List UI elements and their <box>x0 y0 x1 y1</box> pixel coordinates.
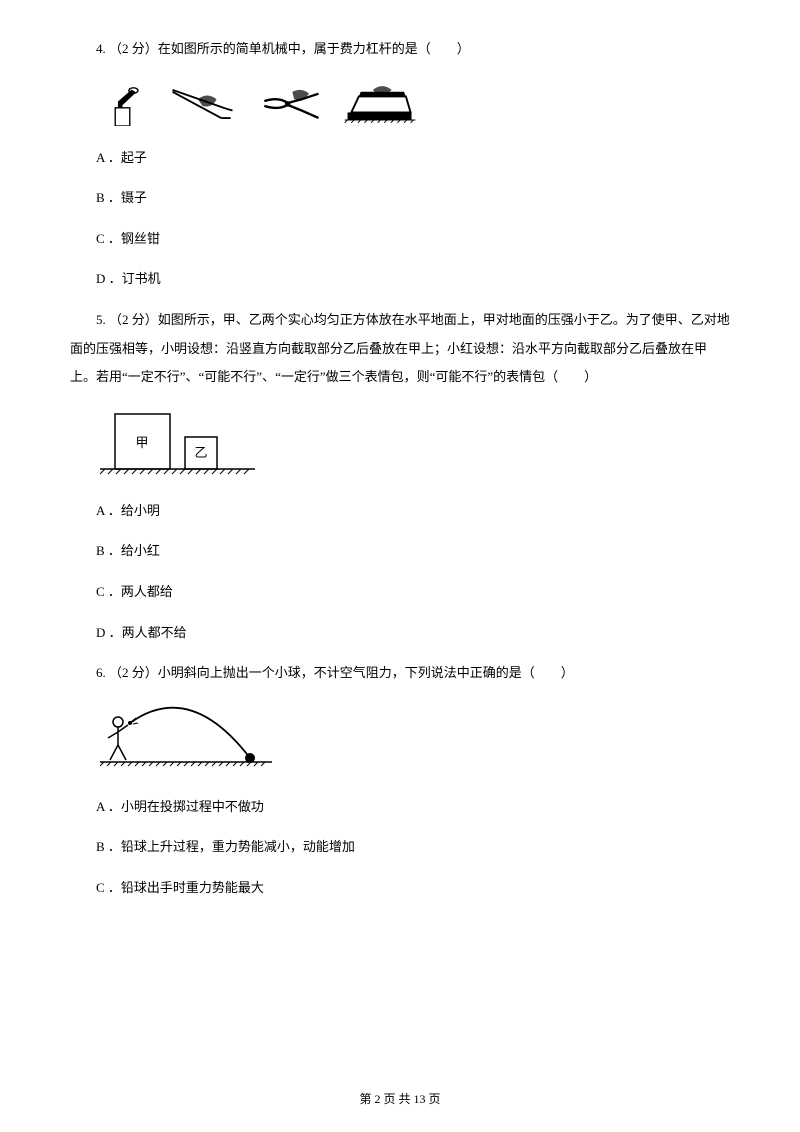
q6-figure <box>100 700 730 775</box>
q5-option-b: B ．给小红 <box>70 537 730 566</box>
q5-points: （2 分） <box>109 312 158 327</box>
q6-stem: 6. （2 分）小明斜向上抛出一个小球，不计空气阻力，下列说法中正确的是（ ） <box>70 659 730 688</box>
q6-option-a: A ．小明在投掷过程中不做功 <box>70 793 730 822</box>
q4-points: （2 分） <box>109 41 158 56</box>
tweezers-icon <box>165 81 240 126</box>
page-footer: 第 2 页 共 13 页 <box>0 1086 800 1112</box>
q5-option-a: A ．给小明 <box>70 497 730 526</box>
q4-option-d: D ．订书机 <box>70 265 730 294</box>
q5-figure: 甲 乙 <box>100 404 730 479</box>
q5-option-c: C ．两人都给 <box>70 578 730 607</box>
q4-text: 在如图所示的简单机械中，属于费力杠杆的是（ ） <box>158 41 470 56</box>
q4-number: 4. <box>96 41 106 56</box>
q6-option-c: C ．铅球出手时重力势能最大 <box>70 874 730 903</box>
opener-icon <box>95 76 150 126</box>
q5-text: 如图所示，甲、乙两个实心均匀正方体放在水平地面上，甲对地面的压强小于乙。为了使甲… <box>70 312 730 384</box>
q5-option-d: D ．两人都不给 <box>70 619 730 648</box>
q4-option-b: B ．镊子 <box>70 184 730 213</box>
q4-stem: 4. （2 分）在如图所示的简单机械中，属于费力杠杆的是（ ） <box>70 35 730 64</box>
q6-points: （2 分） <box>109 665 158 680</box>
q4-figures <box>95 76 730 126</box>
q6-number: 6. <box>96 665 106 680</box>
q4-option-a: A ．起子 <box>70 144 730 173</box>
label-jia: 甲 <box>135 435 148 450</box>
q6-option-b: B ．铅球上升过程，重力势能减小，动能增加 <box>70 833 730 862</box>
q6-text: 小明斜向上抛出一个小球，不计空气阻力，下列说法中正确的是（ ） <box>158 665 574 680</box>
q5-number: 5. <box>96 312 106 327</box>
q5-stem: 5. （2 分）如图所示，甲、乙两个实心均匀正方体放在水平地面上，甲对地面的压强… <box>70 306 730 392</box>
label-yi: 乙 <box>194 445 207 460</box>
q4-option-c: C ．钢丝钳 <box>70 225 730 254</box>
stapler-icon <box>340 81 420 126</box>
pliers-icon <box>255 81 325 126</box>
